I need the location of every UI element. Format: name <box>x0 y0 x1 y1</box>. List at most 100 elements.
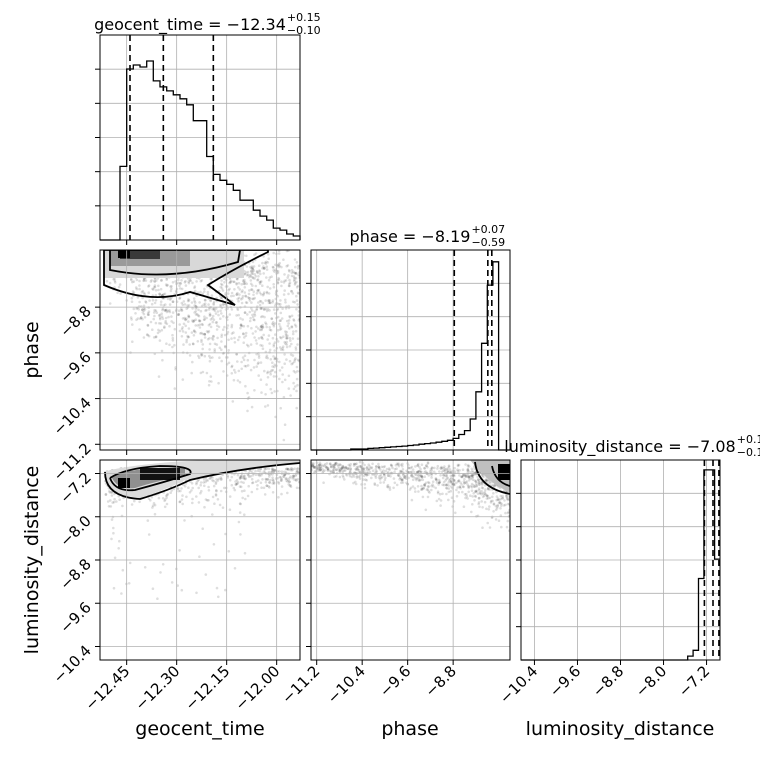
sample-point <box>143 566 147 569</box>
sample-point <box>214 494 218 497</box>
sample-point <box>255 365 258 368</box>
sample-point <box>276 307 280 311</box>
sample-point <box>203 505 206 509</box>
sample-point <box>245 301 249 305</box>
sample-point <box>355 468 358 471</box>
sample-point <box>284 477 288 481</box>
sample-point <box>302 322 305 325</box>
sample-point <box>278 369 282 372</box>
sample-point <box>250 405 254 409</box>
panel-frame <box>99 34 301 241</box>
sample-point <box>263 467 267 470</box>
sample-point <box>228 508 232 512</box>
sample-point <box>258 299 262 303</box>
sample-point <box>352 475 356 478</box>
sample-point <box>294 385 297 388</box>
sample-point <box>296 291 300 295</box>
sample-point <box>203 302 207 306</box>
sample-point <box>294 281 297 285</box>
sample-point <box>271 321 275 324</box>
sample-point <box>295 294 298 298</box>
sample-point <box>212 318 216 322</box>
sample-point <box>179 489 182 493</box>
sample-point <box>502 504 506 507</box>
sample-point <box>465 492 468 496</box>
sample-point <box>231 400 235 403</box>
sample-point <box>283 289 287 292</box>
sample-point <box>458 485 462 489</box>
sample-point <box>441 492 444 496</box>
sample-point <box>423 475 427 479</box>
sample-point <box>476 475 479 479</box>
sample-point <box>266 307 270 311</box>
sample-point <box>177 312 181 316</box>
sample-point <box>143 316 147 319</box>
sample-point <box>436 490 440 494</box>
sample-point <box>472 473 476 476</box>
sample-point <box>204 309 207 312</box>
sample-point <box>233 567 237 570</box>
sample-point <box>237 281 241 285</box>
sample-point <box>497 498 501 502</box>
sample-point <box>265 354 269 358</box>
sample-point <box>212 303 215 306</box>
sample-point <box>236 473 240 477</box>
sample-point <box>282 258 285 262</box>
sample-point <box>495 506 499 510</box>
sample-point <box>235 478 239 482</box>
sample-point <box>278 319 282 323</box>
sample-point <box>200 338 203 342</box>
sample-point <box>273 349 277 352</box>
sample-point <box>268 309 271 312</box>
sample-point <box>423 466 426 470</box>
sample-point <box>153 279 156 283</box>
sample-point <box>354 482 358 486</box>
sample-point <box>277 480 280 484</box>
sample-point <box>396 474 400 477</box>
sample-point <box>426 495 430 499</box>
sample-point <box>240 474 243 478</box>
sample-point <box>291 300 295 304</box>
sample-point <box>401 462 404 466</box>
sample-point <box>363 486 367 490</box>
sample-point <box>251 270 255 273</box>
sample-point <box>193 329 196 333</box>
sample-point <box>321 468 324 471</box>
sample-point <box>371 462 374 466</box>
sample-point <box>199 483 202 487</box>
sample-point <box>243 336 246 339</box>
sample-point <box>144 300 147 303</box>
sample-point <box>190 301 194 304</box>
sample-point <box>382 481 386 484</box>
sample-point <box>110 518 114 521</box>
sample-point <box>288 270 291 273</box>
sample-point <box>471 469 474 473</box>
sample-point <box>113 281 117 284</box>
sample-point <box>287 483 291 486</box>
sample-point <box>116 291 119 295</box>
sample-point <box>249 269 253 273</box>
sample-point <box>423 483 426 487</box>
sample-point <box>132 280 136 283</box>
sample-point <box>181 502 184 506</box>
sample-point <box>289 484 292 487</box>
sample-point <box>158 330 162 333</box>
sample-point <box>261 323 264 327</box>
sample-point <box>258 269 261 272</box>
sample-point <box>248 299 252 302</box>
sample-point <box>211 320 215 324</box>
sample-point <box>435 499 439 503</box>
sample-point <box>180 307 183 311</box>
sample-point <box>226 324 230 327</box>
sample-point <box>237 369 241 373</box>
sample-point <box>228 495 232 498</box>
sample-point <box>215 489 218 493</box>
sample-point <box>283 362 287 366</box>
sample-point <box>281 307 284 311</box>
sample-point <box>200 352 203 356</box>
sample-point <box>165 310 169 314</box>
sample-point <box>358 468 361 472</box>
sample-point <box>129 277 133 281</box>
sample-point <box>283 378 287 382</box>
sample-point <box>265 309 269 313</box>
